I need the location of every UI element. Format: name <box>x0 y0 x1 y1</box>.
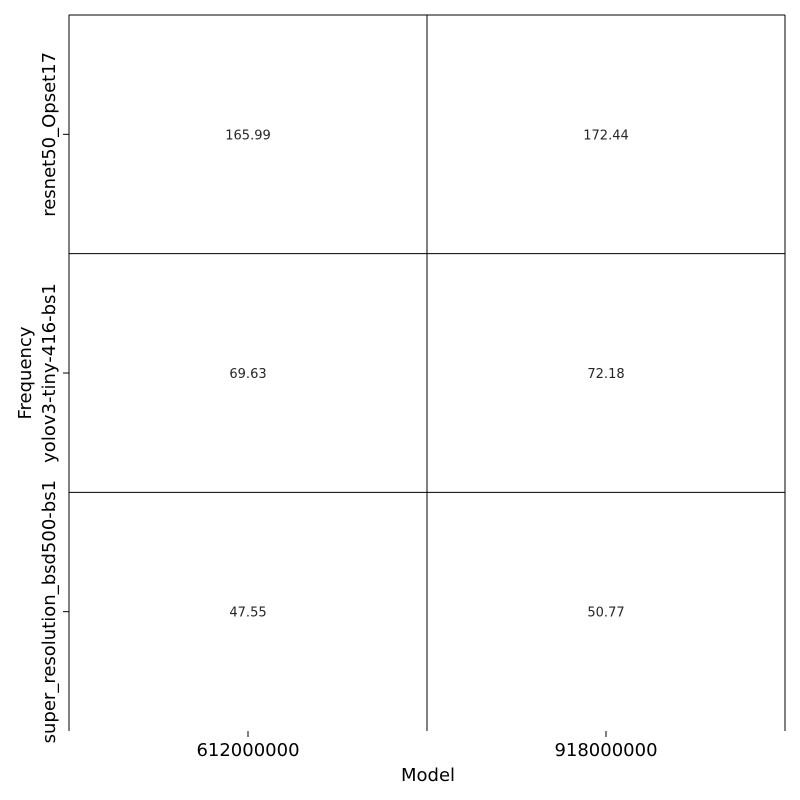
cell-value-label: 69.63 <box>229 367 266 382</box>
x-axis-title: Model <box>401 765 455 786</box>
heatmap-cell-0-0 <box>69 15 427 254</box>
x-tick-label: 918000000 <box>554 740 657 761</box>
y-tick-label: resnet50_Opset17 <box>39 52 60 217</box>
heatmap-cell-0-1 <box>427 15 785 254</box>
y-axis-title: Frequency <box>15 326 36 419</box>
heatmap-cell-1-1 <box>427 253 785 493</box>
heatmap-cell-2-1 <box>427 492 785 731</box>
heatmap-cell-1-0 <box>69 253 427 493</box>
heatmap-cells: 165.99 172.44 69.63 72.18 47.55 50.77 <box>69 15 785 731</box>
x-tick-label: 612000000 <box>196 740 299 761</box>
y-tick-label: yolov3-tiny-416-bs1 <box>39 283 60 463</box>
y-tick-label: super_resolution_bsd500-bs1 <box>39 480 60 743</box>
heatmap-gridlines <box>69 14 786 731</box>
cell-value-label: 72.18 <box>587 367 624 382</box>
cell-value-label: 50.77 <box>587 606 624 621</box>
heatmap-axes: 612000000 918000000 resnet50_Opset17 yolov3… <box>39 15 658 761</box>
cell-value-label: 165.99 <box>225 128 271 143</box>
cell-value-label: 172.44 <box>583 128 629 143</box>
heatmap-cell-2-0 <box>69 492 427 731</box>
cell-value-label: 47.55 <box>229 606 266 621</box>
